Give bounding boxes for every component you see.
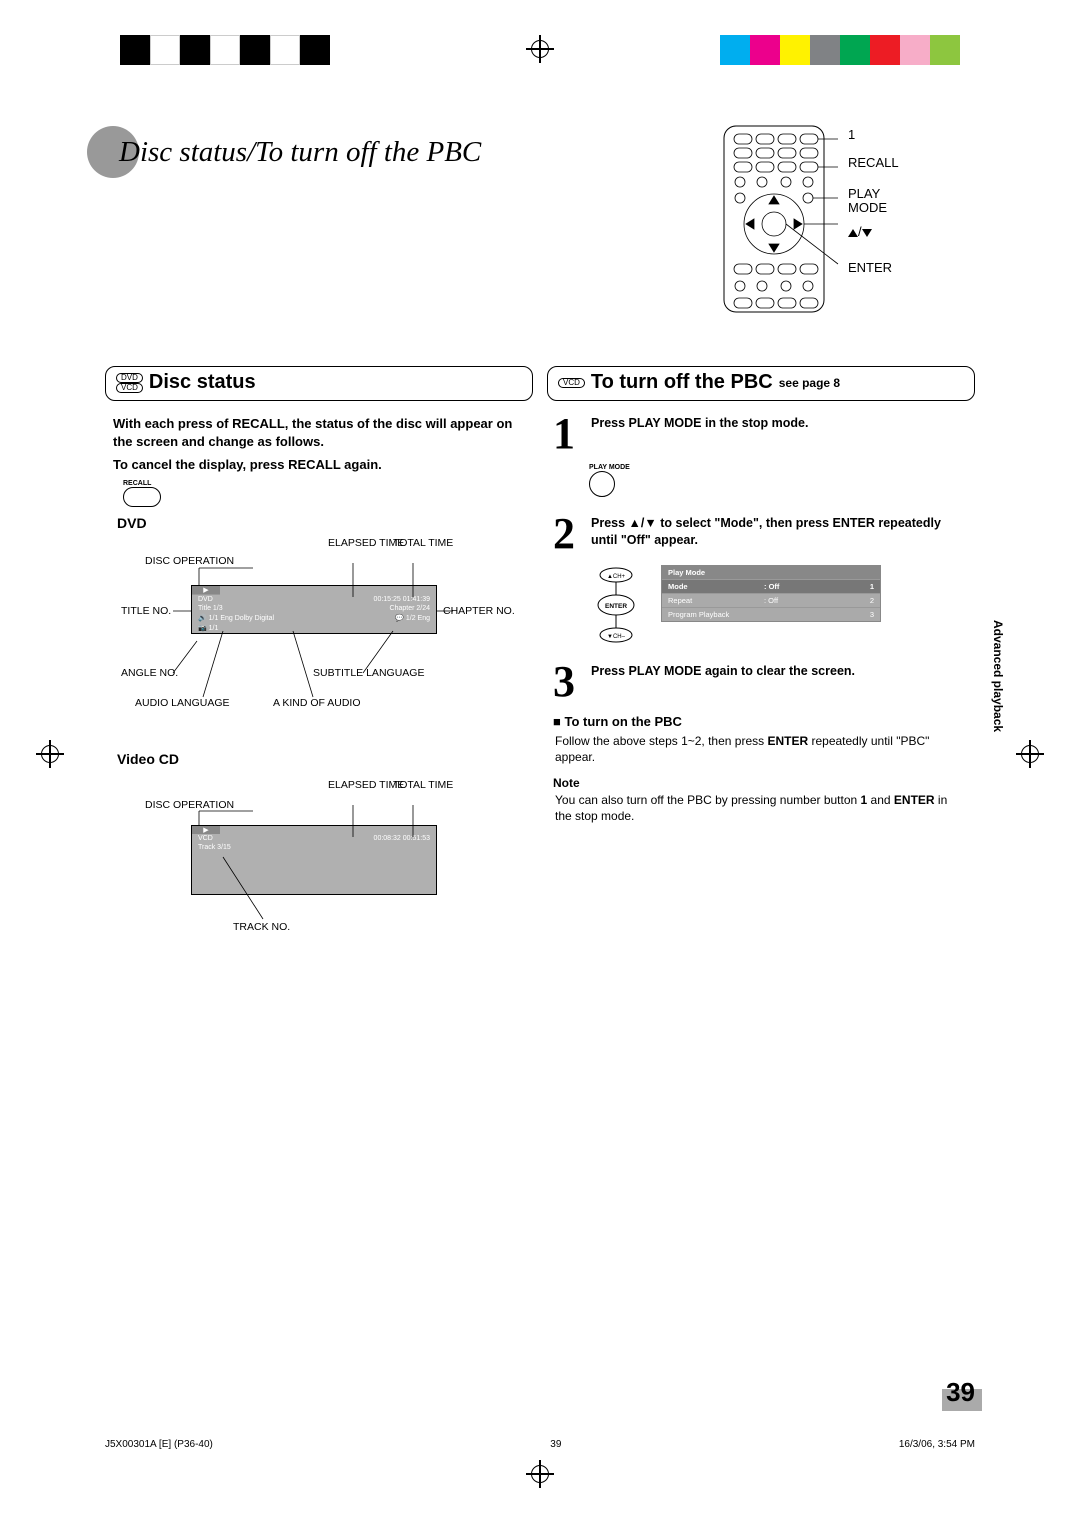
playmode-menu: Play Mode Mode: Off1Repeat: Off2Program … [661,565,881,622]
turn-on-heading: To turn on the PBC [553,714,969,729]
format-badge: DVDVCD [116,373,143,393]
step-number: 2 [553,515,583,552]
remote-labels: 1 RECALL PLAY MODE / ENTER [848,128,899,280]
footer: J5X00301A [E] (P36-40) 39 16/3/06, 3:54 … [105,1439,975,1450]
step-text: Press ▲/▼ to select "Mode", then press E… [591,515,969,552]
intro-text: With each press of RECALL, the status of… [113,415,525,450]
note-heading: Note [553,776,969,790]
vcd-status-diagram: DISC OPERATION ELAPSED TIME TOTAL TIME T… [113,771,525,941]
crosshair-icon [526,35,554,63]
remote-label: ENTER [848,261,899,275]
section-title: To turn off the PBC [591,371,773,394]
remote-label: / [848,225,899,239]
dvd-subheading: DVD [117,515,533,531]
remote-diagram: 1 RECALL PLAY MODE / ENTER [720,124,840,319]
svg-text:▲CH+: ▲CH+ [607,574,626,580]
page-title-bar: Disc status/To turn off the PBC [105,130,975,176]
recall-button-diagram: RECALL [123,480,533,507]
format-badge: VCD [558,378,585,388]
right-column: VCD To turn off the PBC see page 8 1 Pre… [547,366,975,957]
step-2-graphic: ▲CH+ ENTER ▼CH– Play Mode Mode: Off1Repe… [589,565,975,645]
step-text: Press PLAY MODE in the stop mode. [591,415,969,452]
bw-calibration-bars [120,35,330,65]
intro-text-2: To cancel the display, press RECALL agai… [113,456,525,474]
remote-label: PLAY MODE [848,187,899,216]
footer-left: J5X00301A [E] (P36-40) [105,1439,213,1450]
remote-icon [720,124,840,314]
crosshair-icon [1016,740,1044,768]
footer-center: 39 [550,1439,561,1450]
step-number: 3 [553,663,583,700]
left-column: DVDVCD Disc status With each press of RE… [105,366,533,957]
registration-top [0,35,1080,70]
side-tab: Advanced playback [991,620,1005,732]
page-content: Disc status / To turn off the PBC [105,130,975,1398]
step-1: 1 Press PLAY MODE in the stop mode. [553,415,969,452]
dvd-status-diagram: DISC OPERATION ELAPSED TIME TOTAL TIME T… [113,535,525,735]
page-number: 39 [946,1377,975,1408]
step-2: 2 Press ▲/▼ to select "Mode", then press… [553,515,969,552]
remote-label: 1 [848,128,899,142]
page-title: Disc status/To turn off the PBC [105,130,975,169]
playmode-button-diagram: PLAY MODE [589,464,975,497]
vcd-subheading: Video CD [117,751,533,767]
page-reference: see page 8 [779,376,840,390]
navpad-icon: ▲CH+ ENTER ▼CH– [589,565,643,645]
section-header-disc-status: DVDVCD Disc status [105,366,533,401]
section-header-pbc: VCD To turn off the PBC see page 8 [547,366,975,401]
crosshair-icon [36,740,64,768]
color-calibration-bars [720,35,960,65]
footer-right: 16/3/06, 3:54 PM [899,1439,975,1450]
crosshair-icon [526,1460,554,1488]
step-text: Press PLAY MODE again to clear the scree… [591,663,969,700]
turn-on-body: Follow the above steps 1~2, then press E… [555,733,967,765]
step-3: 3 Press PLAY MODE again to clear the scr… [553,663,969,700]
step-number: 1 [553,415,583,452]
remote-label: RECALL [848,156,899,170]
section-title: Disc status [149,371,256,394]
note-body: You can also turn off the PBC by pressin… [555,792,967,824]
svg-text:▼CH–: ▼CH– [607,634,626,640]
svg-text:ENTER: ENTER [605,603,627,610]
